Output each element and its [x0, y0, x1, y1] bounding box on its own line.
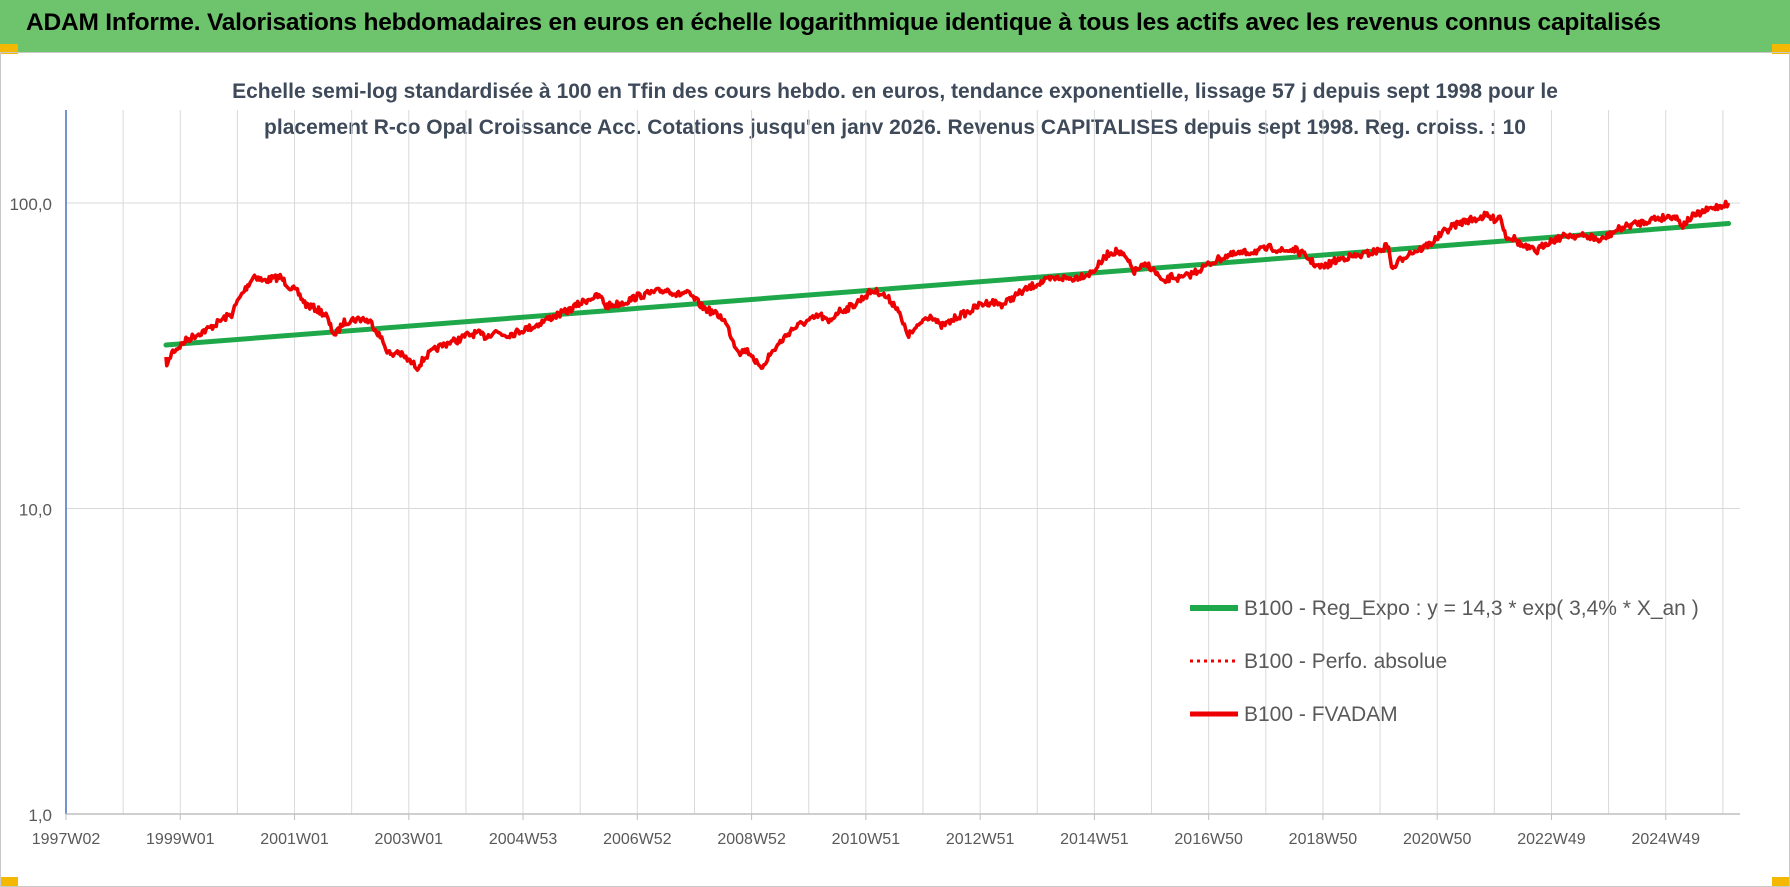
- chart-title-line-1: Echelle semi-log standardisée à 100 en T…: [232, 80, 1558, 103]
- x-tick-label: 2014W51: [1060, 831, 1129, 848]
- x-tick-label: 2001W01: [260, 831, 329, 848]
- y-tick-label: 100,0: [9, 195, 52, 214]
- chart-title-line-2: placement R-co Opal Croissance Acc. Cota…: [264, 116, 1526, 139]
- x-tick-label: 2016W50: [1174, 831, 1243, 848]
- x-tick-label: 2018W50: [1289, 831, 1358, 848]
- x-tick-label: 2022W49: [1517, 831, 1586, 848]
- fvadam-price-series: [164, 199, 1731, 372]
- x-tick-label: 1999W01: [146, 831, 215, 848]
- x-tick-label: 2024W49: [1631, 831, 1700, 848]
- corner-marker-top-left: [0, 44, 18, 54]
- y-tick-label: 1,0: [28, 806, 52, 825]
- x-tick-label: 2010W51: [832, 831, 901, 848]
- x-tick-label: 1997W02: [32, 831, 101, 848]
- x-tick-label: 2012W51: [946, 831, 1015, 848]
- legend-label-2: B100 - Perfo. absolue: [1244, 650, 1447, 673]
- x-tick-label: 2004W53: [489, 831, 558, 848]
- corner-marker-bottom-right: [1772, 877, 1790, 887]
- corner-marker-bottom-left: [0, 877, 18, 887]
- x-tick-label: 2003W01: [375, 831, 444, 848]
- x-tick-label: 2008W52: [717, 831, 786, 848]
- legend: B100 - Reg_Expo : y = 14,3 * exp( 3,4% *…: [1190, 597, 1699, 726]
- header-bar: ADAM Informe. Valorisations hebdomadaire…: [0, 0, 1790, 52]
- x-tick-label: 2006W52: [603, 831, 672, 848]
- page-title: ADAM Informe. Valorisations hebdomadaire…: [26, 9, 1661, 36]
- legend-label-1: B100 - Reg_Expo : y = 14,3 * exp( 3,4% *…: [1244, 597, 1699, 620]
- corner-marker-top-right: [1772, 44, 1790, 54]
- y-tick-label: 10,0: [19, 501, 52, 520]
- x-tick-label: 2020W50: [1403, 831, 1472, 848]
- legend-label-3: B100 - FVADAM: [1244, 703, 1398, 726]
- trend-line-series: [163, 221, 1732, 348]
